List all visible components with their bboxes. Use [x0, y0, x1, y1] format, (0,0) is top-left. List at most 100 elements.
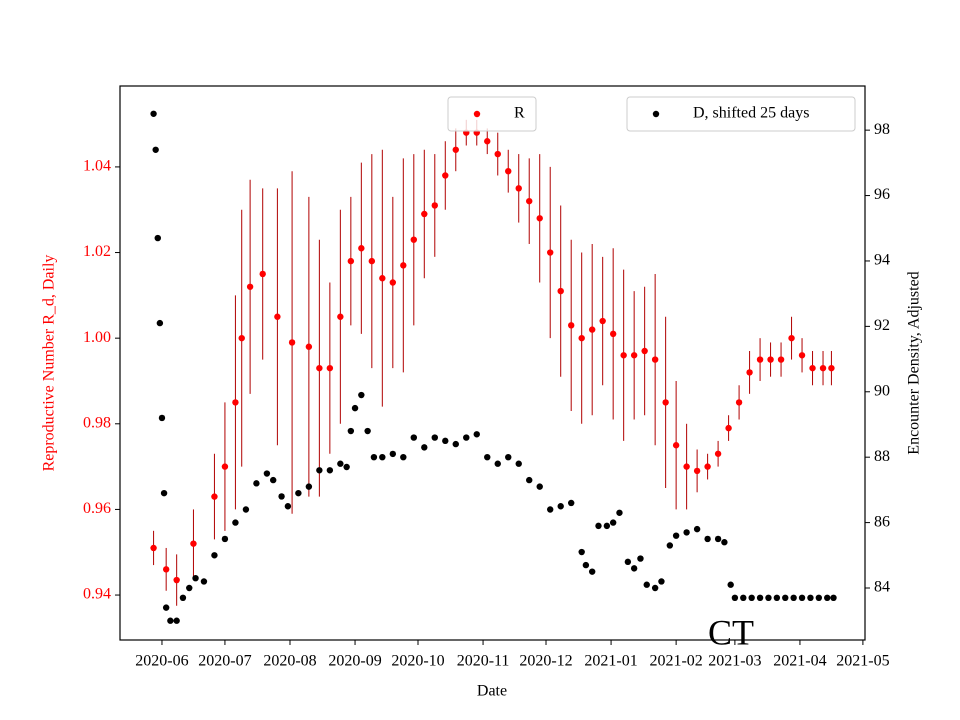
point — [807, 594, 814, 602]
point — [798, 594, 806, 602]
x-tick-label: 2020-12 — [519, 653, 572, 670]
point — [242, 506, 250, 513]
point — [567, 499, 575, 507]
point — [389, 450, 397, 458]
point — [547, 506, 554, 513]
point — [641, 347, 648, 355]
point — [452, 146, 459, 153]
point — [431, 434, 438, 441]
point — [358, 391, 365, 399]
point — [484, 453, 491, 461]
point — [152, 146, 159, 153]
point — [767, 356, 774, 363]
point — [305, 483, 313, 490]
x-tick-label: 2021-05 — [836, 653, 889, 670]
point — [683, 463, 690, 470]
point — [557, 503, 564, 510]
y2-tick-label: 84 — [874, 579, 890, 596]
point — [232, 399, 239, 406]
point — [683, 529, 690, 536]
point — [515, 185, 522, 192]
point — [662, 399, 669, 406]
point — [505, 167, 512, 175]
point — [547, 249, 554, 256]
y2-tick-label: 88 — [874, 448, 890, 465]
point — [316, 364, 323, 372]
point — [162, 566, 170, 573]
x-tick-label: 2021-02 — [649, 653, 702, 670]
point — [368, 257, 376, 265]
point — [624, 558, 632, 566]
point — [295, 489, 302, 497]
point — [704, 535, 711, 543]
point — [731, 594, 739, 602]
legend-box — [626, 96, 856, 132]
y-tick-label: 0.96 — [83, 500, 111, 517]
point — [263, 470, 271, 477]
x-tick-label: 2020-10 — [391, 653, 444, 670]
point — [154, 234, 161, 242]
point — [721, 539, 728, 546]
y-tick-label: 1.02 — [83, 243, 111, 260]
point — [463, 434, 470, 441]
y2-axis-label: Encounter Density, Adjusted — [906, 271, 923, 454]
point — [809, 364, 816, 372]
y-tick-label: 0.94 — [83, 586, 111, 603]
y2-tick-label: 94 — [874, 252, 890, 269]
point — [379, 453, 386, 461]
point — [274, 313, 281, 320]
point — [484, 138, 491, 145]
point — [536, 215, 543, 222]
point — [756, 356, 764, 363]
x-axis-label: Date — [477, 683, 507, 700]
point — [658, 578, 665, 585]
point — [167, 617, 174, 624]
x-tick-label: 2021-01 — [584, 653, 637, 670]
point — [616, 509, 623, 516]
point — [588, 568, 596, 575]
point — [246, 283, 254, 290]
point — [442, 172, 449, 179]
x-tick-label: 2020-09 — [328, 653, 381, 670]
point — [452, 440, 459, 448]
point — [567, 322, 575, 329]
point — [494, 460, 501, 467]
point — [370, 453, 378, 461]
point — [186, 584, 193, 592]
x-tick-label: 2021-03 — [708, 653, 761, 670]
legend-label: D, shifted 25 days — [693, 105, 809, 122]
point — [599, 317, 606, 325]
point — [179, 594, 187, 602]
point — [326, 467, 334, 474]
point — [672, 442, 680, 449]
point — [421, 210, 428, 218]
point — [725, 424, 732, 432]
point — [651, 356, 659, 363]
point — [364, 427, 371, 435]
point — [693, 467, 701, 475]
point — [305, 343, 313, 350]
point — [343, 463, 350, 471]
point — [819, 364, 827, 372]
point — [192, 574, 199, 582]
point — [431, 202, 438, 209]
point — [588, 326, 596, 333]
point — [160, 489, 168, 497]
point — [351, 404, 359, 412]
point — [828, 364, 835, 372]
point — [326, 364, 334, 372]
point — [400, 453, 407, 461]
point — [666, 542, 674, 549]
point — [150, 544, 157, 552]
annotation: CT — [708, 612, 754, 652]
point — [473, 431, 480, 438]
point — [637, 555, 644, 562]
point — [609, 519, 617, 526]
point — [735, 399, 743, 406]
plot-frame — [119, 85, 866, 641]
y2-tick-label: 98 — [874, 121, 890, 138]
point — [756, 594, 764, 602]
legend-marker — [473, 110, 481, 118]
point — [442, 437, 449, 445]
point — [748, 594, 755, 602]
